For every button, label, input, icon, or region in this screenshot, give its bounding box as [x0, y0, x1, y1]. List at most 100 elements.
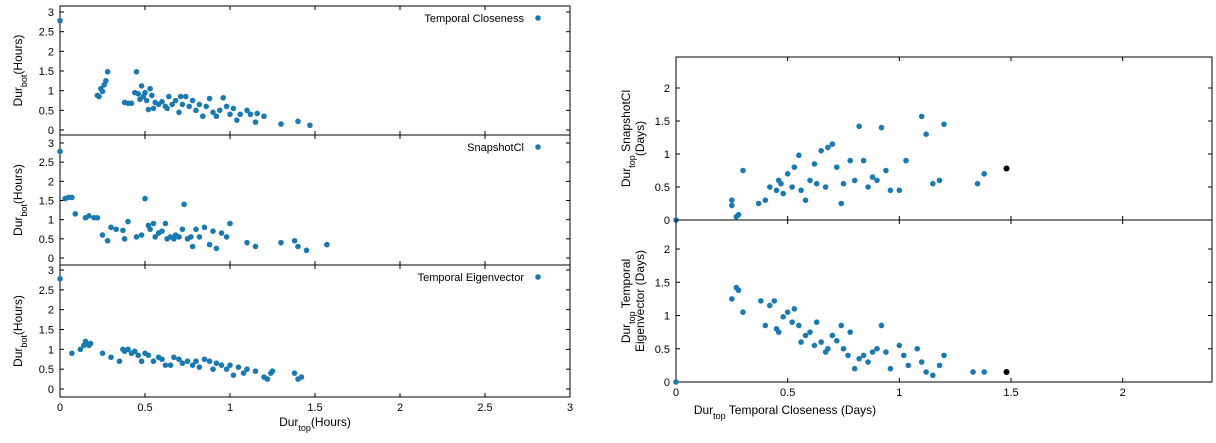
data-point [878, 322, 885, 329]
data-point [901, 352, 907, 359]
data-point [818, 339, 824, 345]
data-point [135, 91, 141, 97]
data-point [847, 157, 853, 164]
data-point [133, 68, 140, 75]
data-point [252, 368, 259, 374]
x-tick-label: 2 [397, 402, 403, 414]
data-point [784, 309, 791, 315]
data-point [244, 107, 250, 114]
data-point [150, 220, 157, 227]
data-point [762, 197, 769, 203]
data-point [87, 340, 94, 347]
highlight-point [1003, 165, 1010, 172]
data-point [99, 88, 106, 95]
y-axis-label: Durtop SnapshotCl [619, 90, 637, 187]
y-tick-label: 1 [664, 311, 670, 323]
data-point [773, 187, 780, 194]
data-point [887, 365, 894, 372]
data-point [145, 352, 152, 359]
data-point [206, 241, 213, 248]
legend-marker [535, 15, 541, 21]
data-point [771, 298, 778, 304]
data-point [162, 220, 169, 227]
data-point [223, 366, 230, 372]
panel-left-bottom: 0 0.5 1 1.5 2 2.5 3 0 0.5 1 1.5 2 2.5 3 Temporal Eigen… [11, 264, 573, 414]
data-point [186, 103, 192, 110]
data-point [869, 174, 876, 180]
data-point [798, 187, 804, 194]
data-point [254, 110, 260, 117]
data-point [865, 184, 871, 190]
data-point [838, 200, 845, 207]
data-point [125, 218, 131, 225]
data-point [981, 171, 987, 177]
data-point [223, 234, 230, 240]
y-label-sub: top [627, 311, 637, 324]
data-point [974, 180, 981, 187]
data-point [813, 180, 820, 187]
data-point [196, 101, 203, 108]
y-tick-label: 0.5 [655, 344, 670, 356]
x-tick-label: 1.5 [307, 402, 322, 414]
data-point [230, 105, 237, 112]
data-point [162, 362, 169, 369]
data-point [203, 103, 209, 110]
data-point [164, 105, 170, 112]
data-point [159, 356, 165, 363]
y-tick-label: 0 [664, 377, 670, 389]
data-point [210, 228, 216, 234]
y-tick-label: 0.5 [39, 234, 54, 246]
data-point [252, 243, 259, 250]
data-point [247, 111, 254, 118]
data-point [86, 213, 92, 219]
legend-label: Temporal Closeness [424, 13, 524, 25]
data-point [227, 362, 233, 369]
data-point [298, 374, 305, 380]
y-tick-label: 1 [48, 215, 54, 227]
data-point [822, 184, 829, 190]
x-axis-label: Durtop Temporal Closeness (Days) [694, 403, 876, 421]
plot-frame [59, 134, 571, 266]
data-point [923, 369, 929, 375]
x-tick-label: 0.5 [137, 402, 152, 414]
y-label-sub: bot [19, 335, 29, 348]
x-tick-label: 0 [57, 402, 63, 414]
x-tick-label: 1.5 [1003, 387, 1018, 399]
data-point [135, 352, 141, 359]
data-point [181, 201, 187, 208]
x-tick-label: 1 [227, 402, 233, 414]
y-tick-label: 2.5 [39, 157, 54, 169]
data-point [184, 358, 191, 365]
data-point [740, 167, 746, 174]
data-point [758, 298, 764, 304]
y-tick-label: 0 [48, 253, 54, 265]
y-axis-label: Durbot(Hours) [11, 164, 29, 236]
data-point [802, 197, 809, 203]
data-point [930, 372, 936, 379]
data-point [269, 368, 276, 374]
data-point [874, 177, 880, 184]
data-point [57, 275, 63, 282]
data-point [941, 121, 947, 128]
data-point [104, 237, 111, 244]
x-label-sub: top [298, 423, 311, 433]
data-point [903, 157, 909, 164]
data-point [883, 167, 889, 174]
x-tick-label: 2.5 [477, 402, 492, 414]
data-point [324, 241, 330, 248]
data-point [206, 95, 213, 102]
y-tick-label: 1.5 [655, 277, 670, 289]
data-point [108, 354, 114, 361]
data-point [179, 101, 186, 108]
y-label-main: Dur [11, 87, 25, 106]
data-point [767, 302, 773, 309]
data-point [167, 362, 174, 369]
legend-label: Temporal Eigenvector [418, 272, 525, 284]
data-point [96, 93, 102, 100]
data-point [196, 234, 203, 240]
data-point [252, 119, 259, 125]
data-point [69, 194, 75, 201]
data-point [673, 379, 679, 385]
y-label-sub: bot [19, 204, 29, 217]
data-point [811, 342, 818, 349]
